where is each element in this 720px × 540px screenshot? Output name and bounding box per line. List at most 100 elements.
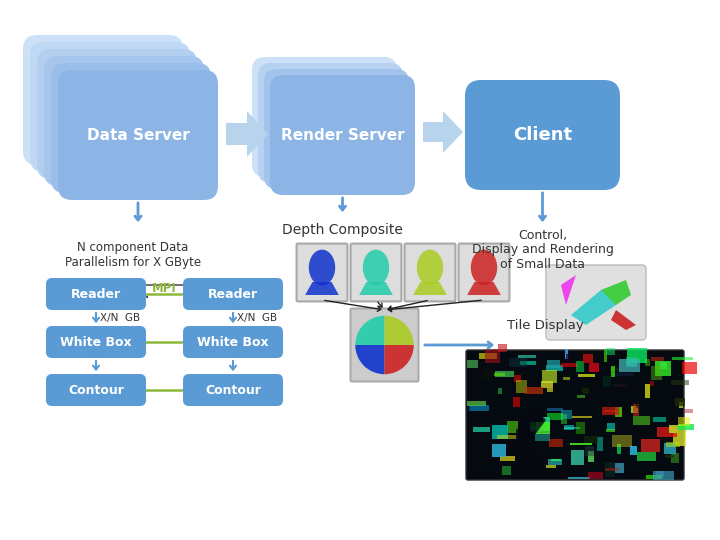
Polygon shape [305, 282, 339, 295]
Bar [551, 459, 561, 462]
Bar [566, 354, 570, 363]
Bar [634, 404, 639, 416]
Bar [546, 360, 560, 368]
Bar [516, 380, 527, 393]
FancyBboxPatch shape [183, 374, 283, 406]
FancyBboxPatch shape [460, 245, 508, 300]
Bar [498, 388, 503, 394]
Wedge shape [384, 316, 414, 345]
Bar [469, 405, 489, 411]
FancyBboxPatch shape [466, 350, 684, 480]
Text: Tile Display: Tile Display [507, 319, 584, 332]
FancyBboxPatch shape [44, 56, 204, 186]
Bar [647, 475, 662, 479]
Bar [653, 417, 665, 422]
Bar [571, 450, 584, 465]
Bar [671, 380, 689, 385]
Bar [494, 373, 505, 376]
Bar [495, 372, 514, 377]
Bar [611, 368, 624, 371]
Bar [500, 456, 515, 461]
Text: White Box: White Box [60, 335, 132, 348]
FancyBboxPatch shape [404, 243, 456, 302]
Bar [603, 376, 611, 387]
Bar [604, 410, 615, 412]
FancyBboxPatch shape [258, 63, 403, 183]
Text: X/N  GB: X/N GB [237, 313, 277, 323]
Bar [613, 383, 628, 387]
FancyBboxPatch shape [51, 63, 211, 193]
Polygon shape [611, 310, 636, 330]
Ellipse shape [471, 249, 498, 285]
Bar [492, 425, 508, 440]
FancyBboxPatch shape [37, 49, 197, 179]
Bar [541, 381, 553, 388]
Bar [530, 422, 550, 429]
Polygon shape [359, 282, 393, 295]
Bar [582, 354, 593, 362]
Text: Contour: Contour [68, 383, 124, 396]
Polygon shape [423, 111, 463, 153]
Bar [498, 435, 516, 439]
FancyBboxPatch shape [350, 308, 419, 382]
Wedge shape [355, 345, 384, 374]
Bar [626, 357, 637, 367]
Bar [633, 416, 650, 426]
Text: N component Data
Parallelism for X GByte: N component Data Parallelism for X GByte [65, 241, 201, 269]
Bar [577, 395, 585, 398]
Bar [656, 471, 665, 477]
Bar [546, 465, 557, 468]
Bar [561, 363, 578, 367]
Bar [485, 349, 500, 363]
Bar [588, 471, 603, 478]
Bar [660, 362, 667, 368]
Wedge shape [384, 345, 414, 374]
Bar [531, 426, 542, 431]
Bar [582, 388, 589, 394]
Bar [482, 367, 494, 379]
Bar [520, 361, 536, 365]
Text: ...: ... [135, 284, 150, 302]
Polygon shape [467, 282, 501, 295]
Bar [514, 375, 521, 382]
Bar [665, 455, 674, 458]
FancyBboxPatch shape [30, 42, 190, 172]
Bar [549, 439, 563, 447]
FancyBboxPatch shape [183, 278, 283, 310]
Bar [606, 429, 616, 432]
Bar [544, 417, 551, 426]
Bar [513, 397, 521, 407]
Bar [651, 357, 665, 361]
Bar [673, 433, 686, 447]
Bar [617, 444, 621, 455]
Text: Contour: Contour [205, 383, 261, 396]
Text: Reader: Reader [71, 287, 121, 300]
Bar [603, 407, 619, 415]
Bar [588, 450, 594, 462]
Bar [611, 366, 615, 376]
Bar [546, 365, 563, 371]
Bar [564, 427, 580, 429]
Bar [547, 408, 563, 411]
Polygon shape [413, 282, 447, 295]
Polygon shape [601, 280, 631, 305]
Bar [672, 357, 693, 360]
Bar [518, 355, 536, 357]
Bar [472, 427, 490, 432]
Bar [547, 388, 553, 392]
Bar [576, 361, 584, 372]
FancyBboxPatch shape [406, 245, 454, 300]
Bar [667, 442, 680, 447]
Bar [597, 437, 603, 451]
Bar [665, 443, 675, 454]
Bar [684, 409, 693, 413]
FancyBboxPatch shape [46, 278, 146, 310]
FancyBboxPatch shape [458, 243, 510, 302]
Polygon shape [516, 410, 546, 475]
Text: Control,
Display and Rendering
of Small Data: Control, Display and Rendering of Small … [472, 228, 613, 272]
Text: Depth Composite: Depth Composite [282, 223, 403, 237]
Bar [675, 398, 685, 406]
Bar [584, 436, 598, 443]
Bar [655, 361, 670, 376]
Polygon shape [561, 275, 576, 305]
